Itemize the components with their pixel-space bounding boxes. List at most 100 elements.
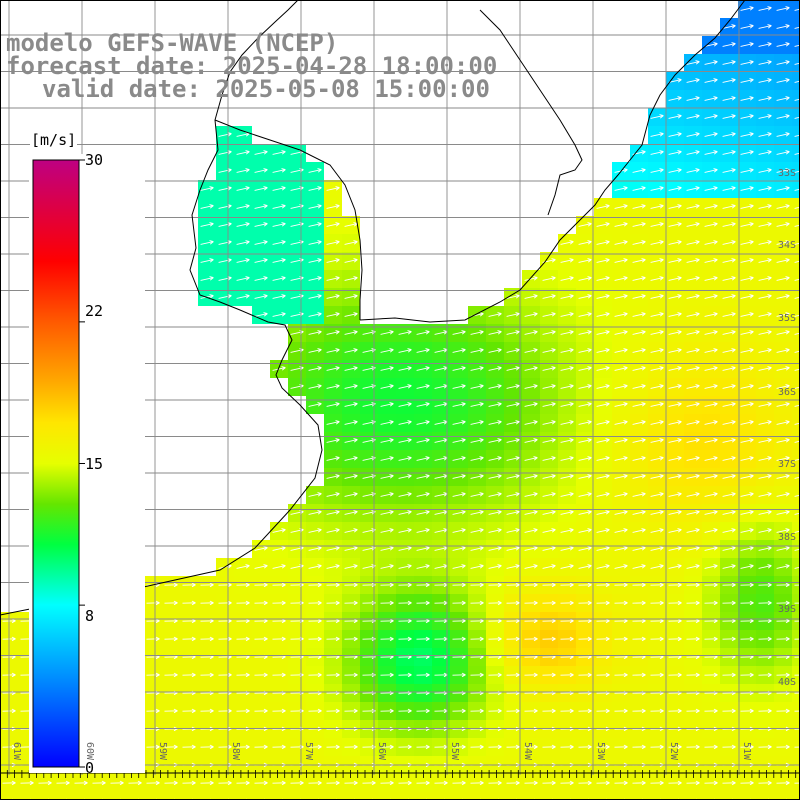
wind-arrow xyxy=(308,564,322,569)
wind-arrow xyxy=(776,438,790,443)
wind-arrow xyxy=(146,780,160,786)
wind-arrow xyxy=(560,258,574,263)
wind-arrow xyxy=(470,780,484,786)
wind-arrow xyxy=(740,546,754,551)
wind-arrow xyxy=(560,780,574,786)
wind-arrow xyxy=(632,582,646,588)
wind-arrow xyxy=(614,582,628,588)
lon-label-56w: 56W xyxy=(376,742,387,761)
wind-arrow xyxy=(686,384,700,389)
wind-arrow xyxy=(740,6,754,11)
wind-arrow xyxy=(704,438,718,443)
lat-label-34s: 34S xyxy=(777,240,796,251)
wind-arrow xyxy=(740,564,754,569)
wind-arrow xyxy=(596,492,610,497)
wind-cell xyxy=(54,792,72,800)
wind-arrow xyxy=(470,348,484,353)
wind-arrow xyxy=(326,312,340,317)
wind-arrow xyxy=(758,240,772,245)
wind-arrow xyxy=(668,600,682,606)
wind-arrow xyxy=(722,204,736,209)
wind-arrow xyxy=(776,204,790,209)
wind-arrow xyxy=(740,114,754,119)
wind-arrow xyxy=(776,672,790,678)
wind-cell xyxy=(792,306,800,324)
wind-arrow xyxy=(668,222,682,227)
wind-arrow xyxy=(326,456,340,461)
wind-arrow xyxy=(326,402,340,407)
wind-arrow xyxy=(596,240,610,245)
wind-arrow xyxy=(272,312,286,317)
wind-arrow xyxy=(758,6,772,11)
wind-arrow xyxy=(326,546,340,551)
wind-arrow xyxy=(686,240,700,245)
wind-arrow xyxy=(794,548,800,551)
wind-arrow xyxy=(668,294,682,299)
wind-arrow xyxy=(758,42,772,47)
wind-arrow xyxy=(596,312,610,317)
wind-arrow xyxy=(416,492,430,497)
wind-arrow xyxy=(740,240,754,245)
wind-arrow xyxy=(596,348,610,353)
wind-arrow xyxy=(254,672,268,678)
wind-arrow xyxy=(542,312,556,317)
wind-arrow xyxy=(686,96,700,101)
wind-arrow xyxy=(668,366,682,371)
wind-arrow xyxy=(722,150,736,155)
wind-arrow xyxy=(308,510,322,515)
wind-arrow xyxy=(794,332,800,335)
wind-arrow xyxy=(470,564,484,569)
wind-arrow xyxy=(254,312,268,317)
wind-arrow xyxy=(794,278,800,281)
wind-arrow xyxy=(506,780,520,786)
wind-arrow xyxy=(488,312,502,317)
wind-arrow xyxy=(722,744,736,750)
lon-label-54w: 54W xyxy=(522,742,533,761)
wind-arrow xyxy=(560,456,574,461)
wind-arrow xyxy=(326,708,340,714)
wind-arrow xyxy=(308,348,322,353)
wind-arrow xyxy=(740,24,754,29)
wind-arrow xyxy=(236,708,250,714)
wind-arrow xyxy=(542,384,556,389)
wind-arrow xyxy=(542,636,556,642)
wind-arrow xyxy=(470,420,484,425)
wind-cell xyxy=(72,792,90,800)
wind-arrow xyxy=(722,294,736,299)
wind-arrow xyxy=(794,224,800,227)
wind-arrow xyxy=(632,186,646,191)
wind-arrow xyxy=(416,528,430,533)
wind-arrow xyxy=(722,222,736,227)
wind-arrow xyxy=(668,420,682,425)
wind-arrow xyxy=(560,510,574,515)
wind-cell xyxy=(306,792,324,800)
wind-arrow xyxy=(650,546,664,551)
wind-arrow xyxy=(614,312,628,317)
wind-arrow xyxy=(344,546,358,551)
wind-arrow xyxy=(614,474,628,479)
wind-arrow xyxy=(488,510,502,515)
wind-arrow xyxy=(272,546,286,551)
wind-arrow xyxy=(650,330,664,335)
wind-arrow xyxy=(560,240,574,245)
wind-arrow xyxy=(524,744,538,750)
wind-arrow xyxy=(686,600,700,606)
wind-arrow xyxy=(218,672,232,678)
wind-arrow xyxy=(596,384,610,389)
wind-arrow xyxy=(794,422,800,425)
wind-arrow xyxy=(578,294,592,299)
wind-arrow xyxy=(308,600,322,606)
wind-arrow xyxy=(272,222,286,227)
wind-cell xyxy=(792,72,800,90)
wind-arrow xyxy=(200,636,214,642)
wind-arrow xyxy=(578,348,592,353)
wind-arrow xyxy=(704,636,718,642)
wind-arrow xyxy=(560,600,574,606)
wind-arrow xyxy=(542,294,556,299)
wind-arrow xyxy=(560,672,574,678)
wind-arrow xyxy=(704,564,718,569)
wind-arrow xyxy=(758,330,772,335)
wind-arrow xyxy=(218,600,232,606)
wind-arrow xyxy=(344,366,358,371)
wind-arrow xyxy=(506,330,520,335)
